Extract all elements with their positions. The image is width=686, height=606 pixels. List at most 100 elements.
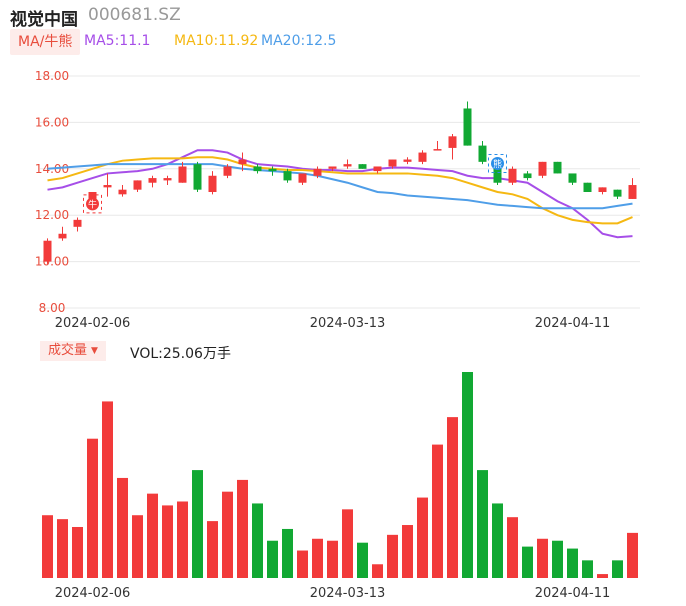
volume-bar [507,517,518,578]
candle [523,171,532,181]
candles-layer [43,101,637,264]
candle-body [403,159,412,162]
candle [163,175,172,186]
stock-name: 视觉中国 [10,10,78,30]
candle [373,166,382,174]
candle [313,166,322,179]
volume-bar [162,505,173,578]
candle [283,168,292,183]
candle [118,185,127,197]
candle [208,171,217,195]
candle [178,161,187,183]
volume-indicator-selector[interactable]: 成交量 ▼ [40,341,106,361]
volume-bar [492,503,503,578]
volume-bar [177,501,188,578]
candle [478,140,487,165]
x-tick-label: 2024-02-06 [55,316,131,331]
ma10-line [47,156,633,225]
candle-body [268,168,277,172]
volume-bar [87,438,98,578]
volume-bar [462,372,473,578]
volume-bar [522,546,533,578]
candle-body [73,219,82,227]
candle-body [328,166,337,169]
volume-bar [582,560,593,578]
candle [448,134,457,160]
volume-bar [297,550,308,578]
volume-bar [207,521,218,578]
candle [223,164,232,179]
ma10-legend: MA10:11.92 [174,33,259,49]
candle-body [238,159,247,165]
candle-body [508,168,517,183]
candle-body [373,166,382,172]
candle-body [163,178,172,181]
candle [433,140,442,151]
volume-bar [597,574,608,578]
stock-code: 000681.SZ [88,5,181,25]
candle [538,161,547,179]
marker-dot [86,197,99,211]
volume-bar [477,470,488,578]
volume-bar [282,528,293,578]
volume-bar [447,417,458,578]
candle-body [178,166,187,183]
volume-bar [237,479,248,578]
y-tick-label: 10.00 [35,255,69,269]
x-tick-label: 2024-03-13 [310,586,386,601]
marker-frame [83,194,102,214]
candle-body [613,189,622,197]
candle-body [298,173,307,183]
candle [553,161,562,174]
ma-indicator-selector[interactable]: MA/牛熊 [10,29,81,55]
volume-bar [372,564,383,578]
volume-indicator-label: 成交量 [48,343,88,358]
candle [403,157,412,165]
signal-markers: 牛熊 [83,154,507,214]
candle [133,180,142,192]
grid-layer [40,75,640,309]
candle [73,217,82,232]
candle [583,182,592,192]
marker-label: 牛 [88,198,97,210]
candle [58,226,67,241]
volume-bar [387,534,398,578]
bear-marker-icon: 熊 [488,154,507,174]
candle-body [598,187,607,192]
candle-body [448,136,457,148]
bull-marker-icon: 牛 [83,194,102,214]
candle [268,166,277,176]
candle-body [133,180,142,190]
volume-bar [342,509,353,578]
x-tick-label: 2024-04-11 [535,316,611,331]
candle [193,161,202,192]
volume-bar [132,515,143,578]
candle-body [148,178,157,183]
candle-body [253,166,262,172]
candle [43,238,52,264]
volume-bar [432,444,443,578]
y-tick-label: 18.00 [35,69,69,83]
candle-body [103,185,112,188]
ma5-line [47,149,633,239]
candle [103,173,112,197]
candle-body [433,149,442,151]
candle [508,166,517,186]
candle-body [538,161,547,176]
volume-bar [147,493,158,578]
ma5-legend: MA5:11.1 [84,33,151,49]
candle-body [628,185,637,199]
volume-bar [312,538,323,578]
volume-bar [327,540,338,578]
marker-dot [491,157,504,171]
moving-average-lines [47,149,633,239]
volume-bar [57,519,68,578]
volume-bar [612,560,623,578]
candle-body [358,164,367,169]
candle [328,166,337,172]
candle [343,159,352,169]
candle-body [523,173,532,179]
candle [613,189,622,199]
candle [388,159,397,169]
